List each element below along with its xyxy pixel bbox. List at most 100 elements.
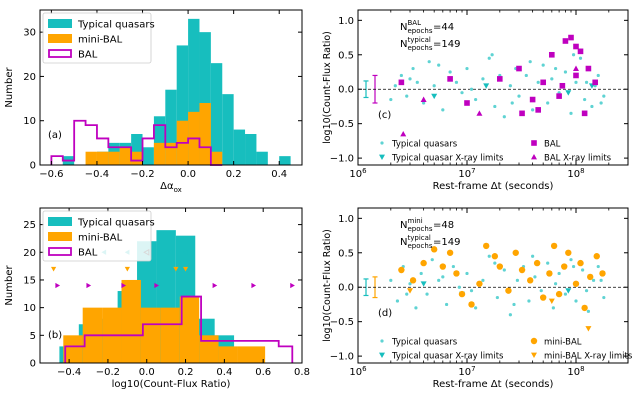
point-typical-quasars xyxy=(502,115,506,119)
hist-bar-mini-bal xyxy=(96,151,109,165)
panel-b-axes: 0 5 10 15 20 25 −0.4 −0.2 0.0 0.2 0.4 0.6 0.8 xyxy=(23,208,310,378)
y-tick-label: 1.0 xyxy=(338,16,354,27)
point-mini-bal xyxy=(546,270,553,277)
point-bal-x-ray-limits xyxy=(476,110,483,116)
point-mini-bal xyxy=(398,266,405,274)
y-tick-label: 0.0 xyxy=(338,85,354,96)
point-bal-x-ray-limits xyxy=(420,96,427,102)
limit-marker xyxy=(182,249,188,255)
panel-a-legend: Typical quasars mini-BAL BAL xyxy=(42,12,155,64)
point-bal xyxy=(585,65,592,72)
panel-a-xlabel-sub: ox xyxy=(174,186,182,194)
point-typical-quasars xyxy=(586,309,591,313)
point-typical-quasars xyxy=(583,97,587,102)
point-typical-quasars xyxy=(469,87,474,91)
point-typical-quasars xyxy=(554,66,558,71)
legend-label: mini-BAL X-ray limits xyxy=(544,352,633,362)
annotation-value: =44 xyxy=(433,22,454,33)
limit-marker xyxy=(55,282,61,289)
panel-d-frame xyxy=(357,207,629,364)
x-tick-label: 106 xyxy=(349,365,367,378)
point-typical-quasar-x-ray-limits xyxy=(565,288,572,294)
legend-label: mini-BAL xyxy=(78,233,123,244)
hist-bar-typical-quasars xyxy=(142,147,154,165)
point-mini-bal xyxy=(468,301,475,308)
x-tick-label: 0.4 xyxy=(216,367,232,378)
panel-d-label: (d) xyxy=(378,308,392,319)
point-typical-quasar-x-ray-limits xyxy=(483,83,490,89)
hist-bar-typical-quasars xyxy=(165,89,177,165)
legend-marker xyxy=(380,141,384,145)
limit-marker xyxy=(86,282,92,289)
panel-d-xlabel: Rest-frame Δt (seconds) xyxy=(433,379,554,390)
point-typical-quasars xyxy=(517,94,521,98)
x-tick-label: 0.2 xyxy=(178,367,194,378)
point-typical-quasars xyxy=(510,101,514,105)
hist-bar-typical-quasars xyxy=(199,32,211,166)
point-mini-bal xyxy=(526,277,534,284)
point-typical-quasars xyxy=(465,66,469,71)
point-typical-quasars xyxy=(405,292,409,296)
hist-bar-mini-bal xyxy=(237,346,266,363)
panel-a-frame xyxy=(39,9,303,166)
hist-step-bal xyxy=(64,295,294,363)
legend-marker xyxy=(531,140,537,146)
point-typical-quasars xyxy=(574,299,578,303)
hist-bar-mini-bal xyxy=(179,296,200,363)
point-mini-bal xyxy=(561,263,568,270)
hist-bar-mini-bal xyxy=(153,142,166,165)
point-mini-bal xyxy=(491,253,499,260)
legend-swatch xyxy=(48,19,72,28)
point-mini-bal xyxy=(496,263,504,270)
point-mini-bal xyxy=(599,270,606,277)
point-bal xyxy=(535,107,541,113)
point-typical-quasars xyxy=(590,104,594,109)
point-typical-quasars xyxy=(599,278,603,282)
x-tick-base: 10 xyxy=(458,169,471,180)
point-typical-quasars xyxy=(599,101,603,105)
x-tick-label: 0.4 xyxy=(271,169,287,180)
y-tick-label: 0 xyxy=(30,161,36,172)
point-typical-quasars xyxy=(508,84,512,88)
limit-marker xyxy=(290,282,295,289)
point-typical-quasars xyxy=(596,73,600,78)
point-bal xyxy=(573,72,579,79)
point-typical-quasars xyxy=(528,60,532,64)
hist-bar-mini-bal xyxy=(85,151,97,165)
limit-marker xyxy=(124,266,130,272)
x-tick-exponent: 6 xyxy=(362,365,367,373)
point-typical-quasars xyxy=(474,306,478,310)
point-typical-quasars xyxy=(481,77,485,81)
point-typical-quasars xyxy=(554,282,558,286)
point-mini-bal xyxy=(565,249,572,256)
panel-c-ylabel: log10(Count-Flux Ratio) xyxy=(322,31,333,144)
y-tick-label: 20 xyxy=(23,248,36,259)
hist-bar-typical-quasars xyxy=(131,134,143,165)
point-mini-bal xyxy=(539,294,547,301)
panel-b-ylabel: Number xyxy=(4,265,15,306)
x-tick-label: 106 xyxy=(349,167,367,180)
limit-marker xyxy=(50,266,57,272)
x-tick-exponent: 7 xyxy=(471,365,475,373)
legend-label: BAL X-ray limits xyxy=(544,154,612,164)
legend-swatch xyxy=(48,217,72,226)
annotation-text: N xyxy=(400,237,407,248)
x-tick-label: 0.0 xyxy=(180,169,196,180)
point-typical-quasars xyxy=(524,73,528,78)
point-typical-quasars xyxy=(531,108,535,112)
legend-marker xyxy=(379,154,385,160)
panel-c-legend: Typical quasars BAL Typical quasar X-ray l… xyxy=(379,140,612,164)
panel-c-frame xyxy=(357,9,629,166)
annotation-superscript: typical xyxy=(408,36,431,44)
point-typical-quasars xyxy=(441,108,445,112)
annotation-superscript: BAL xyxy=(408,19,422,27)
point-typical-quasars xyxy=(571,53,576,57)
legend-marker xyxy=(380,339,384,343)
x-tick-label: −0.2 xyxy=(96,367,120,378)
panel-a-histogram: 0 10 20 30 −0.6 −0.4 −0.2 0.0 0.2 0.4 Number Δαox… xyxy=(4,9,303,194)
point-bal xyxy=(447,76,453,82)
legend-label: Typical quasar X-ray limits xyxy=(391,154,504,164)
